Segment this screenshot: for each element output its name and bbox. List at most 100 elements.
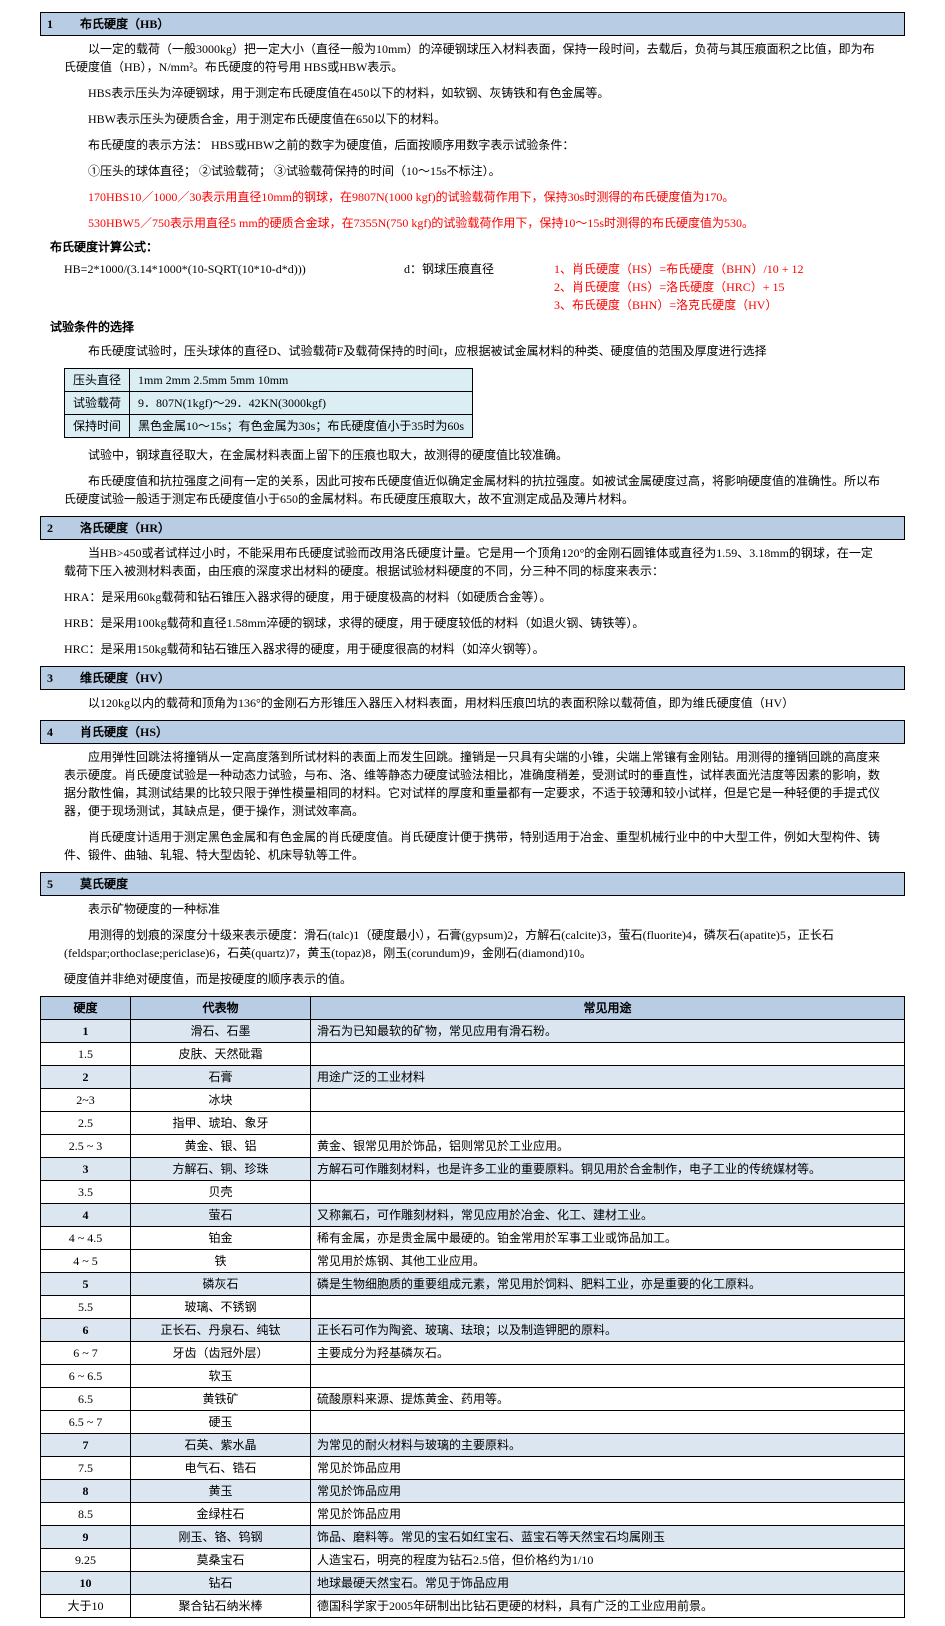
mohs-hardness: 6 ~ 7 (41, 1342, 131, 1365)
mohs-usage: 常见於饰品应用 (311, 1457, 905, 1480)
section-3-num: 3 (47, 669, 77, 687)
mohs-table: 硬度 代表物 常见用途 1滑石、石墨滑石为已知最软的矿物，常见应用有滑石粉。1.… (40, 996, 905, 1618)
mohs-material: 软玉 (131, 1365, 311, 1388)
mohs-hardness: 大于10 (41, 1595, 131, 1618)
mohs-hardness: 1 (41, 1020, 131, 1043)
mohs-hardness: 5 (41, 1273, 131, 1296)
conv1: 1、肖氏硬度（HS）=布氏硬度（BHN）/10 + 12 (554, 260, 804, 278)
mohs-material: 萤石 (131, 1204, 311, 1227)
mohs-hardness: 6.5 ~ 7 (41, 1411, 131, 1434)
s1-p8: 试验中，钢球直径取大，在金属材料表面上留下的压痕也取大，故测得的硬度值比较准确。 (40, 442, 905, 468)
mohs-usage: 德国科学家于2005年研制出比钻石更硬的材料，具有广泛的工业应用前景。 (311, 1595, 905, 1618)
formula: HB=2*1000/(3.14*1000*(10-SQRT(10*10-d*d)… (64, 260, 404, 314)
section-1-num: 1 (47, 15, 77, 33)
table-row: 4 ~ 5铁常见用於炼钢、其他工业应用。 (41, 1250, 905, 1273)
mohs-material: 黄金、银、铝 (131, 1135, 311, 1158)
ct-r2c1: 试验载荷 (65, 392, 130, 415)
table-row: 6.5 ~ 7硬玉 (41, 1411, 905, 1434)
mohs-hardness: 7.5 (41, 1457, 131, 1480)
mohs-usage: 常见於饰品应用 (311, 1503, 905, 1526)
mohs-material: 牙齿（齿冠外层） (131, 1342, 311, 1365)
cond-p: 布氏硬度试验时，压头球体的直径D、试验载荷F及载荷保持的时间t，应根据被试金属材… (40, 338, 905, 364)
table-row: 7.5电气石、锆石常见於饰品应用 (41, 1457, 905, 1480)
mohs-usage: 又称氟石，可作雕刻材料，常见应用於冶金、化工、建材工业。 (311, 1204, 905, 1227)
section-5-title: 莫氏硬度 (80, 877, 128, 891)
section-5-header: 5 莫氏硬度 (40, 872, 905, 896)
table-row: 6 ~ 6.5软玉 (41, 1365, 905, 1388)
mohs-hardness: 6.5 (41, 1388, 131, 1411)
mohs-material: 铁 (131, 1250, 311, 1273)
s2-p1: 当HB>450或者试样过小时，不能采用布氏硬度试验而改用洛氏硬度计量。它是用一个… (40, 540, 905, 584)
table-row: 2~3冰块 (41, 1089, 905, 1112)
mohs-usage: 正长石可作为陶瓷、玻璃、珐琅；以及制造钾肥的原料。 (311, 1319, 905, 1342)
section-4-num: 4 (47, 723, 77, 741)
conv3: 3、布氏硬度（BHN）=洛克氏硬度（HV） (554, 296, 804, 314)
s4-p2: 肖氏硬度计适用于测定黑色金属和有色金属的肖氏硬度值。肖氏硬度计便于携带，特别适用… (40, 824, 905, 868)
mohs-material: 滑石、石墨 (131, 1020, 311, 1043)
mohs-hardness: 8.5 (41, 1503, 131, 1526)
s1-p3: HBW表示压头为硬质合金，用于测定布氏硬度值在650以下的材料。 (40, 106, 905, 132)
mohs-hardness: 4 ~ 4.5 (41, 1227, 131, 1250)
table-row: 大于10聚合钻石纳米棒德国科学家于2005年研制出比钻石更硬的材料，具有广泛的工… (41, 1595, 905, 1618)
mohs-hardness: 9.25 (41, 1549, 131, 1572)
mohs-usage: 人造宝石，明亮的程度为钻石2.5倍，但价格约为1/10 (311, 1549, 905, 1572)
mohs-usage (311, 1181, 905, 1204)
mohs-hardness: 10 (41, 1572, 131, 1595)
table-row: 9刚玉、铬、钨钢饰品、磨料等。常见的宝石如红宝石、蓝宝石等天然宝石均属刚玉 (41, 1526, 905, 1549)
mohs-usage (311, 1043, 905, 1066)
mohs-material: 刚玉、铬、钨钢 (131, 1526, 311, 1549)
ct-r2c2: 9．807N(1kgf)～29．42KN(3000kgf) (130, 392, 473, 415)
mohs-material: 铂金 (131, 1227, 311, 1250)
mohs-material: 黄铁矿 (131, 1388, 311, 1411)
mohs-hardness: 7 (41, 1434, 131, 1457)
table-row: 7石英、紫水晶为常见的耐火材料与玻璃的主要原料。 (41, 1434, 905, 1457)
mohs-material: 金绿柱石 (131, 1503, 311, 1526)
s1-p4: 布氏硬度的表示方法： HBS或HBW之前的数字为硬度值，后面按顺序用数字表示试验… (40, 132, 905, 158)
mohs-material: 莫桑宝石 (131, 1549, 311, 1572)
section-4-header: 4 肖氏硬度（HS） (40, 720, 905, 744)
mohs-material: 聚合钻石纳米棒 (131, 1595, 311, 1618)
table-row: 6.5黄铁矿硫酸原料来源、提炼黄金、药用等。 (41, 1388, 905, 1411)
s5-p3: 硬度值并非绝对硬度值，而是按硬度的顺序表示的值。 (40, 966, 905, 992)
mohs-h1: 硬度 (41, 997, 131, 1020)
section-1-header: 1 布氏硬度（HB） (40, 12, 905, 36)
mohs-usage: 常见用於炼钢、其他工业应用。 (311, 1250, 905, 1273)
mohs-material: 钻石 (131, 1572, 311, 1595)
ct-r1c2: 1mm 2mm 2.5mm 5mm 10mm (130, 369, 473, 392)
s1-p9: 布氏硬度值和抗拉强度之间有一定的关系，因此可按布氏硬度值近似确定金属材料的抗拉强… (40, 468, 905, 512)
condition-table: 压头直径1mm 2mm 2.5mm 5mm 10mm 试验载荷9．807N(1k… (64, 368, 473, 438)
mohs-hardness: 5.5 (41, 1296, 131, 1319)
section-2-num: 2 (47, 519, 77, 537)
table-row: 9.25莫桑宝石人造宝石，明亮的程度为钻石2.5倍，但价格约为1/10 (41, 1549, 905, 1572)
mohs-usage: 滑石为已知最软的矿物，常见应用有滑石粉。 (311, 1020, 905, 1043)
formula-d: d：钢球压痕直径 (404, 260, 554, 314)
section-2-header: 2 洛氏硬度（HR） (40, 516, 905, 540)
s1-p2: HBS表示压头为淬硬钢球，用于测定布氏硬度值在450以下的材料，如软钢、灰铸铁和… (40, 80, 905, 106)
section-2-title: 洛氏硬度（HR） (80, 521, 170, 535)
mohs-usage (311, 1365, 905, 1388)
mohs-usage: 地球最硬天然宝石。常见于饰品应用 (311, 1572, 905, 1595)
mohs-hardness: 4 ~ 5 (41, 1250, 131, 1273)
mohs-material: 磷灰石 (131, 1273, 311, 1296)
mohs-usage (311, 1089, 905, 1112)
mohs-material: 贝壳 (131, 1181, 311, 1204)
table-row: 6 ~ 7牙齿（齿冠外层）主要成分为羟基磷灰石。 (41, 1342, 905, 1365)
s2-hra: HRA：是采用60kg载荷和钻石锥压入器求得的硬度，用于硬度极高的材料（如硬质合… (40, 584, 905, 610)
mohs-hardness: 2~3 (41, 1089, 131, 1112)
mohs-usage (311, 1296, 905, 1319)
mohs-usage: 稀有金属，亦是贵金属中最硬的。铂金常用於军事工业或饰品加工。 (311, 1227, 905, 1250)
table-row: 1.5皮肤、天然砒霜 (41, 1043, 905, 1066)
table-row: 5磷灰石磷是生物细胞质的重要组成元素，常见用於饲料、肥料工业，亦是重要的化工原料… (41, 1273, 905, 1296)
mohs-usage: 常见於饰品应用 (311, 1480, 905, 1503)
mohs-usage (311, 1411, 905, 1434)
table-row: 3.5贝壳 (41, 1181, 905, 1204)
mohs-material: 黄玉 (131, 1480, 311, 1503)
ct-r3c2: 黑色金属10～15s；有色金属为30s；布氏硬度值小于35时为60s (130, 415, 473, 438)
section-3-header: 3 维氏硬度（HV） (40, 666, 905, 690)
table-row: 5.5玻璃、不锈钢 (41, 1296, 905, 1319)
mohs-usage: 饰品、磨料等。常见的宝石如红宝石、蓝宝石等天然宝石均属刚玉 (311, 1526, 905, 1549)
conv2: 2、肖氏硬度（HS）=洛氏硬度（HRC）+ 15 (554, 278, 804, 296)
table-row: 4萤石又称氟石，可作雕刻材料，常见应用於冶金、化工、建材工业。 (41, 1204, 905, 1227)
mohs-material: 石英、紫水晶 (131, 1434, 311, 1457)
s2-hrc: HRC：是采用150kg载荷和钻石锥压入器求得的硬度，用于硬度很高的材料（如淬火… (40, 636, 905, 662)
